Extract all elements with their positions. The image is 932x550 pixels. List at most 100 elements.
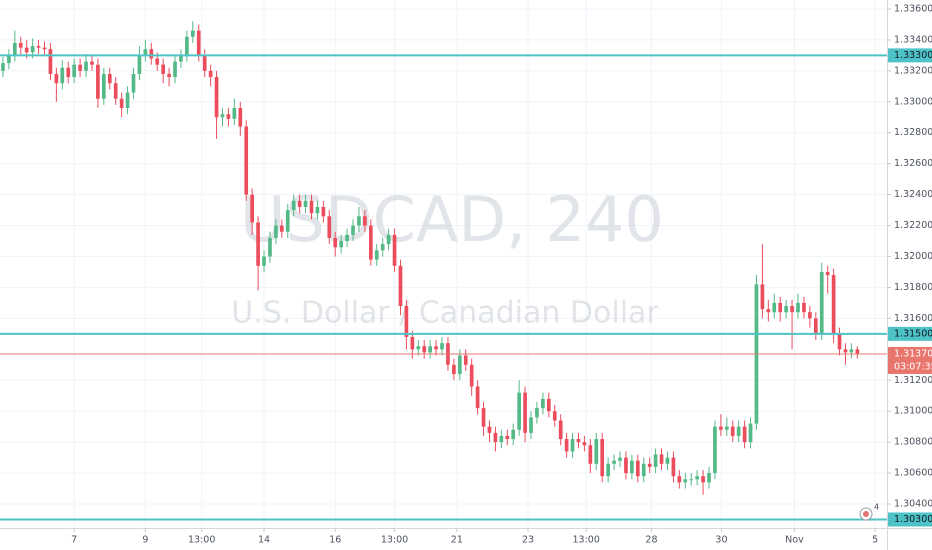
y-tick-label: 1.32800: [894, 127, 932, 138]
candle-body: [808, 312, 812, 319]
candle-body: [469, 364, 474, 387]
candle-body: [760, 284, 765, 310]
candle-body: [119, 98, 124, 108]
candle-body: [713, 426, 717, 474]
candle-body: [321, 206, 326, 217]
candle-body: [796, 302, 800, 313]
candle-body: [683, 479, 688, 483]
candle-body: [291, 200, 296, 211]
candle-body: [398, 265, 403, 307]
y-tick-label: 1.32200: [894, 220, 932, 231]
watermark-title: USDCAD, 240: [240, 183, 664, 256]
candle-body: [345, 234, 349, 242]
candle-body: [422, 346, 427, 353]
candle-body: [523, 392, 527, 433]
candle-body: [392, 234, 397, 266]
candle-body: [48, 49, 53, 74]
candle-body: [416, 346, 421, 350]
candle-body: [274, 225, 278, 238]
candle-body: [511, 429, 516, 440]
candle-body: [238, 107, 243, 127]
candle-body: [588, 445, 593, 464]
y-tick-label: 1.31800: [894, 282, 932, 293]
candle-body: [630, 460, 634, 474]
candle-body: [285, 210, 290, 232]
candle-body: [819, 271, 824, 334]
candle-body: [303, 200, 308, 207]
candle-body: [837, 333, 842, 350]
x-tick-label: 13:00: [572, 535, 599, 546]
candle-body: [748, 423, 753, 443]
y-tick-label: 1.33000: [894, 96, 932, 107]
candle-body: [202, 55, 207, 71]
candle-body: [333, 237, 338, 248]
candle-body: [689, 479, 694, 481]
candle-body: [529, 417, 533, 433]
candle-body: [12, 43, 17, 56]
candle-body: [552, 411, 557, 421]
candle-body: [641, 463, 646, 477]
candle-body: [173, 61, 177, 78]
x-tick-label: 28: [645, 535, 657, 546]
candle-body: [695, 476, 699, 480]
candle-body: [357, 216, 361, 226]
candle-body: [404, 306, 409, 337]
candle-body: [113, 83, 118, 99]
candle-body: [493, 432, 498, 443]
candle-body: [363, 216, 367, 226]
candle-body: [463, 355, 468, 365]
candle-body: [671, 457, 676, 477]
price-label: 1.30300: [894, 514, 932, 525]
y-tick-label: 1.33400: [894, 34, 932, 45]
candle-body: [107, 73, 112, 84]
badge-count: 4: [874, 503, 879, 512]
candle-body: [719, 426, 723, 430]
candle-body: [18, 43, 23, 48]
candle-body: [250, 194, 254, 223]
candle-body: [546, 398, 551, 412]
candle-body: [155, 58, 160, 65]
candle-body: [517, 392, 521, 430]
y-tick-label: 1.33600: [894, 3, 932, 14]
x-tick-label: 23: [522, 535, 534, 546]
candle-body: [600, 439, 605, 477]
candle-body: [190, 30, 195, 37]
candle-body: [665, 457, 670, 464]
price-label-box: [888, 512, 932, 527]
candle-body: [825, 271, 830, 276]
candle-body: [54, 73, 59, 84]
candle-body: [30, 46, 35, 53]
y-tick-label: 1.30400: [894, 499, 932, 510]
candle-body: [386, 234, 391, 245]
candle-body: [143, 49, 148, 56]
candle-body: [582, 442, 587, 446]
candle-body: [90, 61, 94, 65]
candle-body: [766, 309, 771, 313]
candle-body: [541, 398, 545, 409]
candle-body: [351, 225, 355, 235]
candle-body: [855, 349, 860, 354]
x-tick-label: 7: [71, 535, 77, 546]
y-tick-label: 1.32400: [894, 189, 932, 200]
watermark-subtitle: U.S. Dollar / Canadian Dollar: [231, 296, 659, 331]
candle-body: [772, 302, 777, 313]
candle-body: [309, 200, 314, 214]
candle-body: [256, 222, 260, 266]
candle-body: [440, 343, 444, 350]
candle-body: [368, 225, 373, 260]
candle-body: [452, 364, 456, 375]
candle-body: [499, 435, 504, 443]
candle-body: [7, 55, 11, 64]
candle-body: [594, 439, 599, 464]
candle-body: [315, 206, 320, 214]
y-tick-label: 1.32000: [894, 251, 932, 262]
x-tick-label: 14: [258, 535, 270, 546]
y-tick-label: 1.30800: [894, 437, 932, 448]
x-tick-label: 16: [329, 535, 341, 546]
candle-body: [647, 463, 652, 467]
candle-body: [72, 64, 77, 78]
y-tick-label: 1.32600: [894, 158, 932, 169]
current-price-label: 1.31370: [894, 348, 932, 359]
